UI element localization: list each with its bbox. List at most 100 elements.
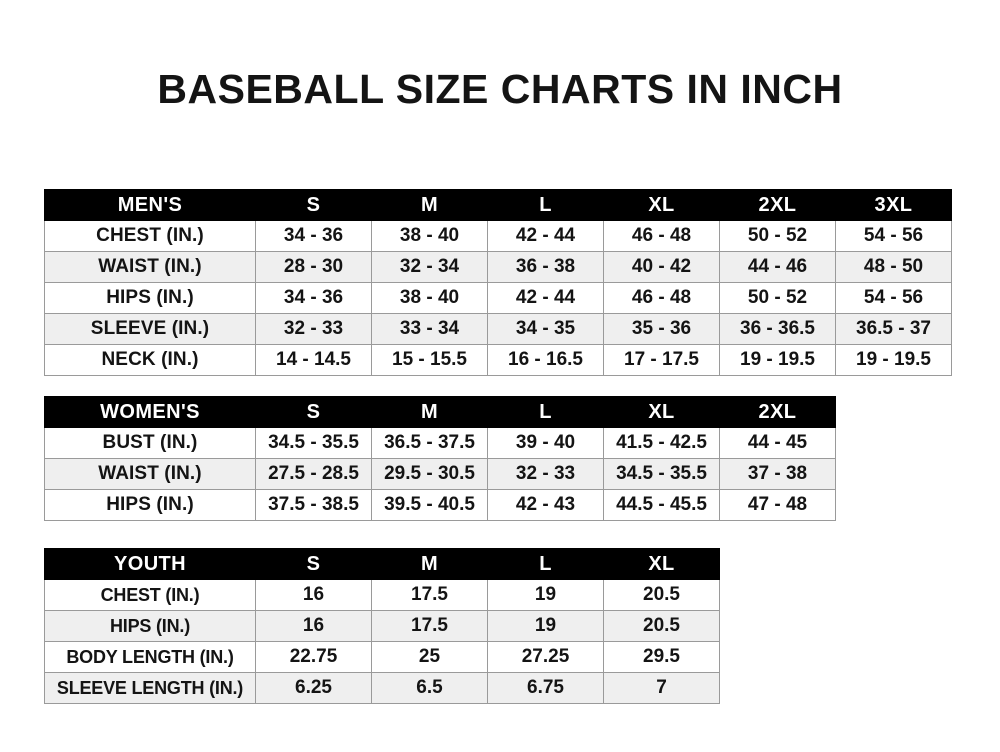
youth-header-size-xl: XL (603, 548, 720, 580)
youth-hips-m: 17.5 (371, 610, 488, 642)
mens-row-label-sleeve: SLEEVE (IN.) (44, 313, 256, 345)
youth-header-size-s: S (255, 548, 372, 580)
mens-sleeve-m: 33 - 34 (371, 313, 488, 345)
womens-header-size-l: L (487, 396, 604, 428)
youth-hips-s: 16 (255, 610, 372, 642)
womens-row-label-hips: HIPS (IN.) (44, 489, 256, 521)
table-row: CHEST (IN.) 34 - 36 38 - 40 42 - 44 46 -… (44, 220, 952, 252)
youth-body-length-s: 22.75 (255, 641, 372, 673)
mens-chest-3xl: 54 - 56 (835, 220, 952, 252)
youth-body-length-m: 25 (371, 641, 488, 673)
womens-waist-s: 27.5 - 28.5 (255, 458, 372, 490)
mens-header-size-s: S (255, 189, 372, 221)
womens-header-category: WOMEN'S (44, 396, 256, 428)
womens-table-head: WOMEN'S S M L XL 2XL (44, 396, 836, 428)
mens-header-size-3xl: 3XL (835, 189, 952, 221)
youth-sleeve-length-m: 6.5 (371, 672, 488, 704)
womens-bust-2xl: 44 - 45 (719, 427, 836, 459)
mens-chest-m: 38 - 40 (371, 220, 488, 252)
womens-row-label-bust: BUST (IN.) (44, 427, 256, 459)
mens-header-size-m: M (371, 189, 488, 221)
youth-row-label-body-length: BODY LENGTH (IN.) (44, 641, 256, 673)
youth-row-label-chest: CHEST (IN.) (44, 579, 256, 611)
womens-hips-s: 37.5 - 38.5 (255, 489, 372, 521)
womens-header-size-2xl: 2XL (719, 396, 836, 428)
youth-body-length-l: 27.25 (487, 641, 604, 673)
page-title: BASEBALL SIZE CHARTS IN INCH (157, 66, 843, 112)
youth-header-row: YOUTH S M L XL (44, 548, 720, 580)
youth-body-length-xl: 29.5 (603, 641, 720, 673)
mens-hips-3xl: 54 - 56 (835, 282, 952, 314)
mens-waist-s: 28 - 30 (255, 251, 372, 283)
womens-waist-m: 29.5 - 30.5 (371, 458, 488, 490)
table-row: NECK (IN.) 14 - 14.5 15 - 15.5 16 - 16.5… (44, 344, 952, 376)
mens-chest-xl: 46 - 48 (603, 220, 720, 252)
table-row: HIPS (IN.) 16 17.5 19 20.5 (44, 610, 720, 642)
womens-size-table: WOMEN'S S M L XL 2XL BUST (IN.) 34.5 - 3… (44, 396, 836, 521)
mens-header-size-2xl: 2XL (719, 189, 836, 221)
mens-waist-l: 36 - 38 (487, 251, 604, 283)
youth-hips-xl: 20.5 (603, 610, 720, 642)
mens-waist-xl: 40 - 42 (603, 251, 720, 283)
table-row: SLEEVE (IN.) 32 - 33 33 - 34 34 - 35 35 … (44, 313, 952, 345)
table-row: CHEST (IN.) 16 17.5 19 20.5 (44, 579, 720, 611)
mens-header-size-l: L (487, 189, 604, 221)
womens-hips-xl: 44.5 - 45.5 (603, 489, 720, 521)
youth-sleeve-length-l: 6.75 (487, 672, 604, 704)
mens-row-label-neck: NECK (IN.) (44, 344, 256, 376)
mens-header-row: MEN'S S M L XL 2XL 3XL (44, 189, 952, 221)
womens-header-size-s: S (255, 396, 372, 428)
mens-size-table: MEN'S S M L XL 2XL 3XL CHEST (IN.) 34 - … (44, 189, 952, 376)
mens-table-head: MEN'S S M L XL 2XL 3XL (44, 189, 952, 221)
youth-hips-l: 19 (487, 610, 604, 642)
youth-header-size-m: M (371, 548, 488, 580)
youth-table-body: CHEST (IN.) 16 17.5 19 20.5 HIPS (IN.) 1… (44, 579, 720, 704)
table-row: SLEEVE LENGTH (IN.) 6.25 6.5 6.75 7 (44, 672, 720, 704)
mens-sleeve-l: 34 - 35 (487, 313, 604, 345)
mens-header-size-xl: XL (603, 189, 720, 221)
mens-table-body: CHEST (IN.) 34 - 36 38 - 40 42 - 44 46 -… (44, 220, 952, 376)
womens-header-size-m: M (371, 396, 488, 428)
mens-hips-s: 34 - 36 (255, 282, 372, 314)
mens-row-label-chest: CHEST (IN.) (44, 220, 256, 252)
womens-bust-xl: 41.5 - 42.5 (603, 427, 720, 459)
mens-sleeve-2xl: 36 - 36.5 (719, 313, 836, 345)
womens-header-row: WOMEN'S S M L XL 2XL (44, 396, 836, 428)
mens-neck-2xl: 19 - 19.5 (719, 344, 836, 376)
mens-neck-s: 14 - 14.5 (255, 344, 372, 376)
womens-waist-2xl: 37 - 38 (719, 458, 836, 490)
youth-chest-xl: 20.5 (603, 579, 720, 611)
womens-bust-s: 34.5 - 35.5 (255, 427, 372, 459)
youth-header-size-l: L (487, 548, 604, 580)
youth-size-table: YOUTH S M L XL CHEST (IN.) 16 17.5 19 20… (44, 548, 720, 704)
table-row: BUST (IN.) 34.5 - 35.5 36.5 - 37.5 39 - … (44, 427, 836, 459)
mens-chest-2xl: 50 - 52 (719, 220, 836, 252)
mens-chest-l: 42 - 44 (487, 220, 604, 252)
mens-hips-2xl: 50 - 52 (719, 282, 836, 314)
womens-bust-l: 39 - 40 (487, 427, 604, 459)
table-row: BODY LENGTH (IN.) 22.75 25 27.25 29.5 (44, 641, 720, 673)
mens-hips-m: 38 - 40 (371, 282, 488, 314)
table-row: HIPS (IN.) 34 - 36 38 - 40 42 - 44 46 - … (44, 282, 952, 314)
youth-sleeve-length-s: 6.25 (255, 672, 372, 704)
womens-hips-2xl: 47 - 48 (719, 489, 836, 521)
womens-header-size-xl: XL (603, 396, 720, 428)
mens-neck-xl: 17 - 17.5 (603, 344, 720, 376)
youth-chest-l: 19 (487, 579, 604, 611)
womens-table-body: BUST (IN.) 34.5 - 35.5 36.5 - 37.5 39 - … (44, 427, 836, 521)
womens-hips-l: 42 - 43 (487, 489, 604, 521)
womens-waist-l: 32 - 33 (487, 458, 604, 490)
womens-row-label-waist: WAIST (IN.) (44, 458, 256, 490)
mens-neck-m: 15 - 15.5 (371, 344, 488, 376)
youth-row-label-hips: HIPS (IN.) (44, 610, 256, 642)
mens-waist-m: 32 - 34 (371, 251, 488, 283)
youth-table-head: YOUTH S M L XL (44, 548, 720, 580)
womens-hips-m: 39.5 - 40.5 (371, 489, 488, 521)
youth-header-category: YOUTH (44, 548, 256, 580)
mens-row-label-hips: HIPS (IN.) (44, 282, 256, 314)
mens-hips-xl: 46 - 48 (603, 282, 720, 314)
mens-header-category: MEN'S (44, 189, 256, 221)
womens-bust-m: 36.5 - 37.5 (371, 427, 488, 459)
mens-sleeve-s: 32 - 33 (255, 313, 372, 345)
